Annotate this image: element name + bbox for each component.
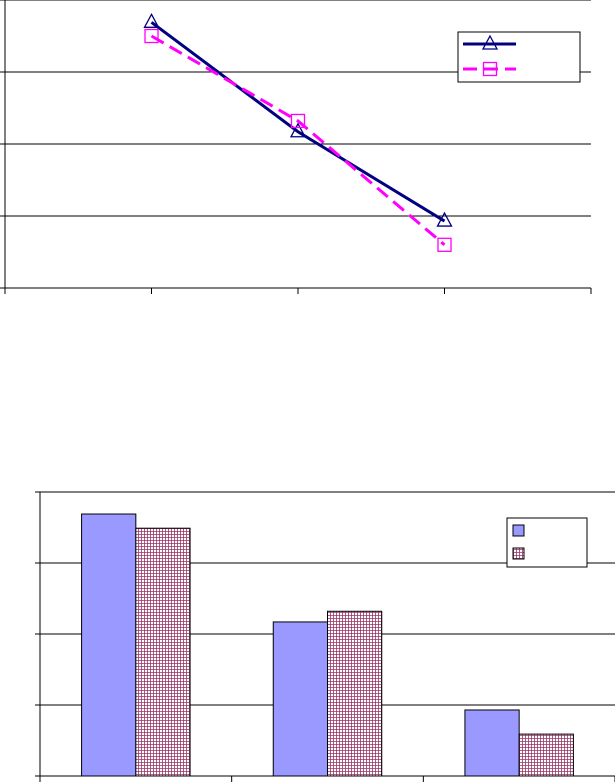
marker bbox=[143, 12, 160, 28]
bar bbox=[81, 513, 137, 777]
series-line bbox=[150, 21, 446, 223]
marker bbox=[289, 122, 307, 138]
bar bbox=[518, 733, 574, 777]
bar bbox=[135, 527, 191, 777]
series-line bbox=[150, 34, 446, 246]
legend bbox=[457, 31, 581, 83]
marker bbox=[437, 237, 452, 252]
bar bbox=[464, 709, 520, 777]
legend-marker bbox=[482, 61, 498, 77]
bar bbox=[327, 610, 383, 777]
marker bbox=[144, 28, 159, 44]
legend-swatch bbox=[512, 524, 525, 537]
marker bbox=[436, 211, 453, 227]
legend-marker bbox=[481, 34, 499, 50]
legend-swatch bbox=[512, 547, 525, 560]
marker bbox=[290, 113, 306, 129]
bar bbox=[272, 621, 328, 777]
